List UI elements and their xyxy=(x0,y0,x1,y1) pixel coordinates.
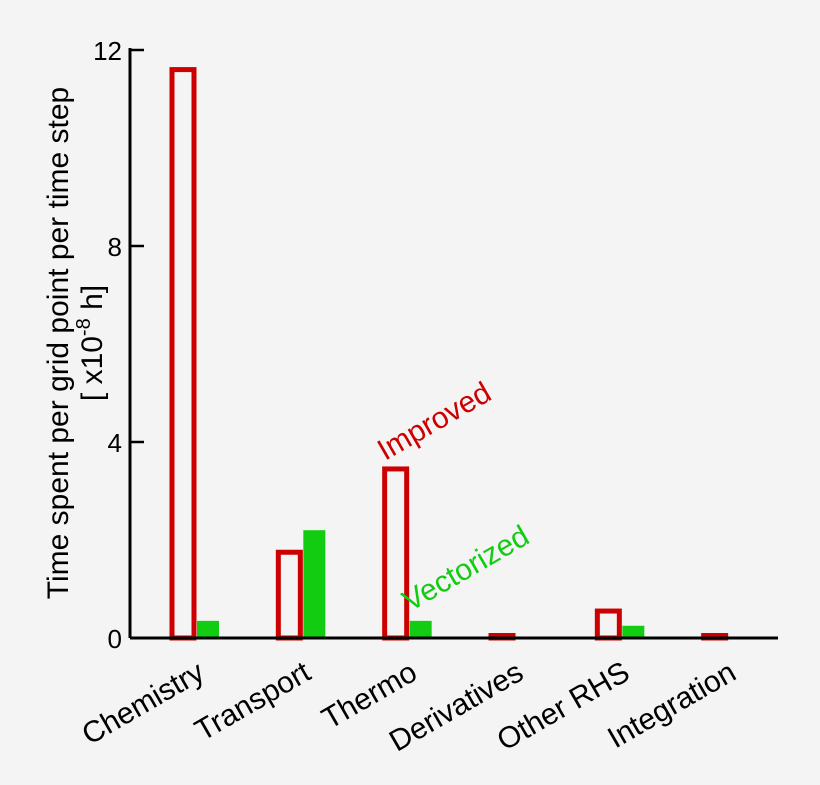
bar-improved-other-rhs xyxy=(594,608,622,641)
bar-improved-chemistry xyxy=(169,67,197,641)
x-tick-label-chemistry: Chemistry xyxy=(76,655,209,751)
bar-vectorized-chemistry xyxy=(197,620,219,638)
y-axis-title-prefix: [ x10 xyxy=(76,336,109,401)
bar-improved-thermo xyxy=(382,466,410,641)
legend-label-vectorized: Vectorized xyxy=(397,519,535,618)
bar-improved-transport xyxy=(275,549,303,641)
y-tick-label: 0 xyxy=(108,624,122,654)
y-tick-label: 4 xyxy=(108,428,122,458)
y-ticks-group: 0 4 8 12 xyxy=(93,36,144,654)
y-axis-title-line1: Time spent per grid point per time step xyxy=(42,87,75,599)
y-tick-label: 12 xyxy=(93,36,122,66)
bar-vectorized-thermo xyxy=(409,620,432,638)
legend-label-improved: Improved xyxy=(372,376,497,467)
bars-group xyxy=(169,67,729,641)
bar-vectorized-other-rhs xyxy=(622,625,645,638)
y-axis-title: Time spent per grid point per time step … xyxy=(42,87,109,599)
y-axis-title-suffix: h] xyxy=(76,285,109,318)
y-axis-title-line2: [ x10-8 h] xyxy=(73,285,109,401)
y-tick-label: 8 xyxy=(108,232,122,262)
x-tick-label-transport: Transport xyxy=(190,655,317,748)
y-axis-title-exponent: -8 xyxy=(73,318,95,336)
axes-group xyxy=(128,48,778,640)
bar-vectorized-transport xyxy=(303,530,326,638)
